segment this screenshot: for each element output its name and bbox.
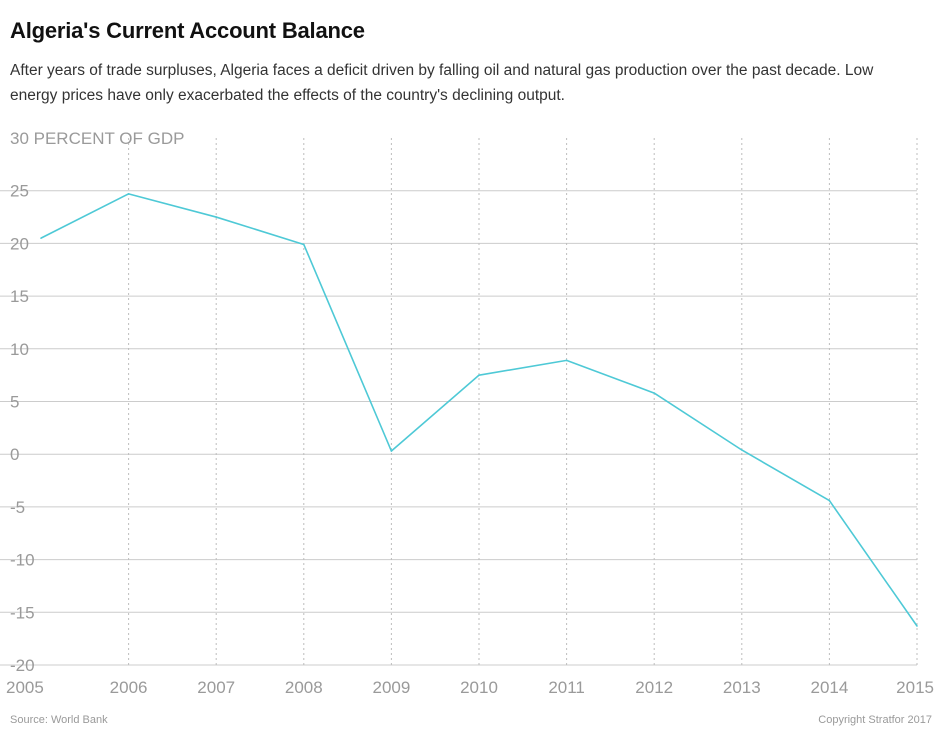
chart-title: Algeria's Current Account Balance <box>10 18 365 43</box>
copyright-note: Copyright Stratfor 2017 <box>818 714 932 726</box>
y-tick-label: 20 <box>10 234 29 253</box>
grid-lines <box>0 138 918 666</box>
data-point <box>478 374 480 376</box>
x-tick-label: 2012 <box>635 678 673 697</box>
data-point <box>565 359 568 362</box>
data-point <box>127 193 130 195</box>
series-layer <box>40 193 918 627</box>
x-tick-label: 2007 <box>197 678 235 697</box>
axis-labels: 30 PERCENT OF GDP2520151050-5-10-15-2020… <box>6 129 934 697</box>
data-point <box>40 237 42 239</box>
data-point <box>215 216 217 218</box>
y-tick-label: 10 <box>10 340 29 359</box>
x-tick-label: 2015 <box>896 678 934 697</box>
x-tick-label: 2013 <box>723 678 761 697</box>
x-tick-label: 2009 <box>372 678 410 697</box>
y-tick-label: 15 <box>10 287 29 306</box>
data-point <box>916 625 918 627</box>
data-point <box>390 450 393 452</box>
chart-subtitle: After years of trade surpluses, Algeria … <box>10 62 874 104</box>
data-point <box>653 392 655 394</box>
y-tick-label: -20 <box>10 656 35 675</box>
y-tick-label: -10 <box>10 551 35 570</box>
y-tick-label: 0 <box>10 445 19 464</box>
y-tick-label: 5 <box>10 393 19 412</box>
data-point <box>303 243 305 246</box>
x-tick-label: 2006 <box>110 678 148 697</box>
x-tick-label: 2014 <box>810 678 848 697</box>
y-tick-label: -15 <box>10 603 35 622</box>
y-tick-label: 25 <box>10 182 29 201</box>
y-axis-label: 30 PERCENT OF GDP <box>10 129 184 148</box>
data-point <box>828 499 831 502</box>
x-tick-label: 2011 <box>548 678 585 697</box>
x-tick-label: 2008 <box>285 678 323 697</box>
y-tick-label: -5 <box>10 498 25 517</box>
data-point <box>741 449 743 451</box>
x-tick-label: 2010 <box>460 678 498 697</box>
x-tick-label: 2005 <box>6 678 44 697</box>
source-note: Source: World Bank <box>10 714 108 726</box>
